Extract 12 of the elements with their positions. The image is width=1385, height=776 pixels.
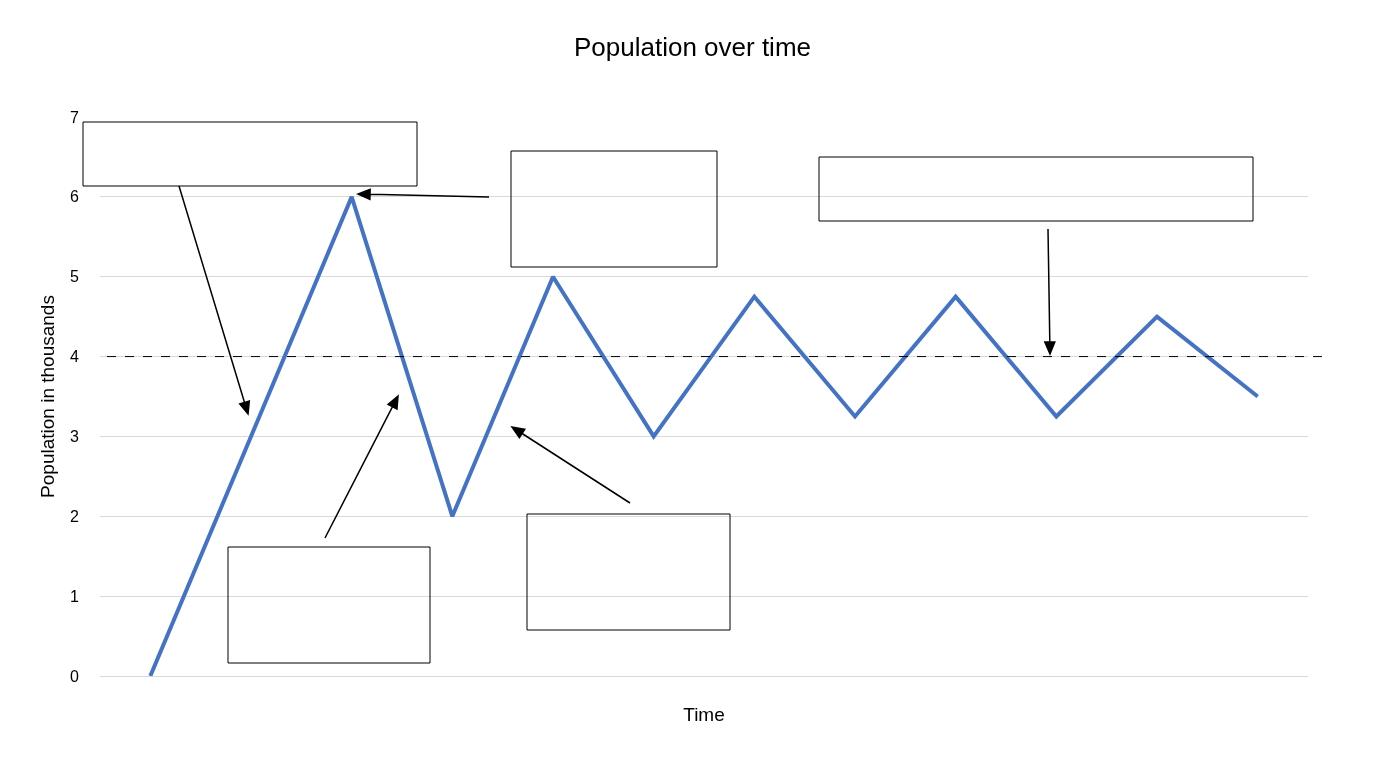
y-tick-label: 2 [70, 507, 80, 525]
y-tick-label: 7 [70, 108, 80, 126]
y-tick-label: 1 [70, 587, 80, 605]
y-tick-label: 5 [70, 268, 80, 286]
y-tick-label: 0 [70, 667, 80, 685]
chart-title: Population over time [573, 32, 812, 63]
x-axis-title: Time [683, 704, 725, 725]
y-tick-label: 3 [70, 428, 80, 446]
y-tick-label: 4 [70, 348, 80, 366]
y-axis-title: Population in thousands [36, 295, 58, 498]
line-series [148, 194, 1260, 676]
y-tick-label: 6 [70, 188, 80, 206]
